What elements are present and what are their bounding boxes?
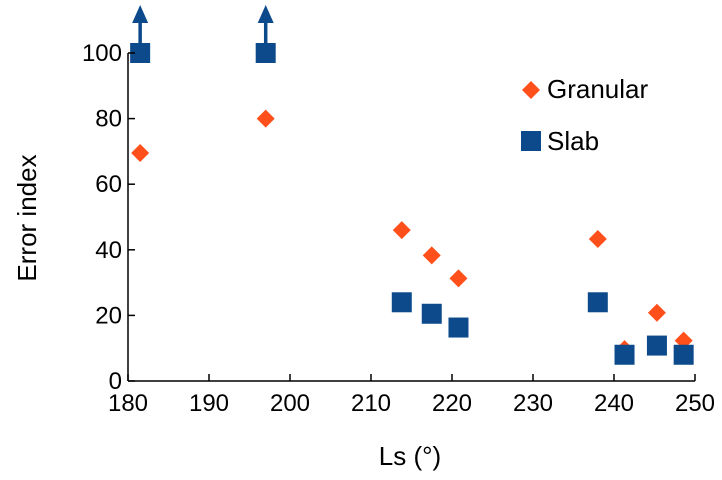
x-tick-label: 180 [108,390,148,417]
y-tick-label: 60 [95,171,122,198]
point-slab [614,344,635,365]
point-granular [647,303,666,322]
y-tick-label: 20 [95,302,122,329]
y-tick-label: 40 [95,237,122,264]
y-tick-label: 80 [95,106,122,133]
x-axis-title: Ls (°) [379,441,441,471]
offscale-arrow-head [132,5,149,23]
x-tick-label: 220 [432,390,472,417]
point-slab [587,292,608,313]
legend: Granular Slab [521,74,648,156]
legend-label-slab: Slab [547,126,599,156]
x-ticks: 180 190 200 210 220 230 240 250 [108,374,715,417]
legend-item-slab: Slab [521,126,599,156]
point-slab [391,292,412,313]
point-granular [422,246,441,265]
x-tick-label: 200 [270,390,310,417]
x-tick-label: 210 [351,390,391,417]
y-ticks: 0 20 40 60 80 100 [82,40,135,395]
x-tick-label: 240 [594,390,634,417]
point-slab [646,335,667,356]
x-tick-label: 190 [189,390,229,417]
legend-item-granular: Granular [522,74,648,104]
point-slab [673,344,694,365]
axes: 180 190 200 210 220 230 240 250 0 20 40 60 80 100 [82,40,715,417]
legend-label-granular: Granular [547,74,648,104]
point-granular [256,109,275,128]
y-axis-title: Error index [12,154,42,281]
legend-marker-granular [522,81,540,99]
data-marks [130,5,694,365]
point-slab [421,303,442,324]
point-slab [448,317,469,338]
point-granular [392,221,411,240]
y-tick-label: 0 [109,368,122,395]
point-granular [449,269,468,288]
point-slab [130,43,151,63]
point-granular [588,229,607,248]
legend-marker-slab [521,131,541,151]
x-tick-label: 250 [675,390,715,417]
point-slab [255,43,276,63]
point-granular [131,144,150,163]
offscale-arrow-head [257,5,274,23]
y-tick-label: 100 [82,40,122,67]
x-tick-label: 230 [513,390,553,417]
